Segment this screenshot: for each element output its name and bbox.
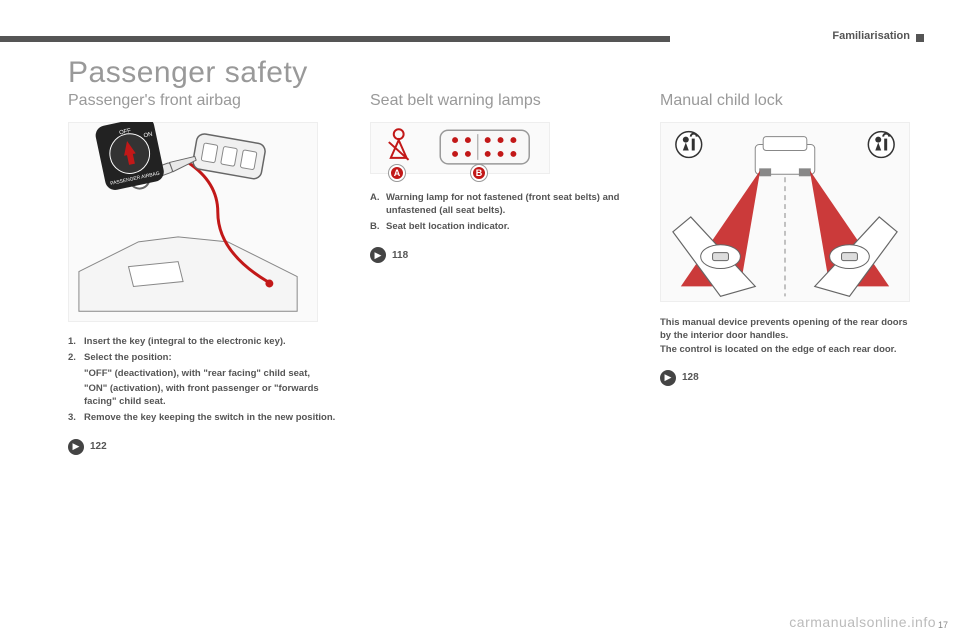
childlock-ref: ▶ 128 <box>660 370 920 386</box>
airbag-illustration: OFF ON PASSENGER AIRBAG <box>68 122 318 322</box>
list-item: B. Seat belt location indicator. <box>370 221 640 234</box>
airbag-steps: 1. Insert the key (integral to the electr… <box>68 336 338 425</box>
column-childlock: Manual child lock <box>660 92 920 386</box>
ref-icon: ▶ <box>370 247 386 263</box>
ref-number: 128 <box>682 372 699 383</box>
step-text: Select the position: <box>84 352 172 363</box>
watermark: carmanualsonline.info <box>789 614 936 630</box>
step-text: "OFF" (deactivation), with "rear facing"… <box>84 368 310 379</box>
list-item: "OFF" (deactivation), with "rear facing"… <box>68 368 338 381</box>
item-num: B. <box>370 221 380 234</box>
airbag-svg: OFF ON PASSENGER AIRBAG <box>69 122 317 322</box>
ref-number: 122 <box>90 441 107 452</box>
list-item: 1. Insert the key (integral to the electr… <box>68 336 338 349</box>
page-title: Passenger safety <box>68 56 308 90</box>
seatbelt-items: A. Warning lamp for not fastened (front s… <box>370 192 640 233</box>
step-num: 1. <box>68 336 76 349</box>
childlock-body: This manual device prevents opening of t… <box>660 316 920 356</box>
ref-icon: ▶ <box>68 439 84 455</box>
header-bar <box>0 36 670 42</box>
childlock-title: Manual child lock <box>660 92 920 110</box>
column-airbag: Passenger's front airbag <box>68 92 338 455</box>
header-section-label: Familiarisation <box>832 30 910 42</box>
seatbelt-ref: ▶ 118 <box>370 247 640 263</box>
step-text: Remove the key keeping the switch in the… <box>84 412 335 423</box>
badge-b: B <box>471 165 487 181</box>
item-text: Seat belt location indicator. <box>386 221 510 232</box>
list-item: 3. Remove the key keeping the switch in t… <box>68 412 338 425</box>
seatbelt-illustration: A B <box>370 122 550 174</box>
ref-icon: ▶ <box>660 370 676 386</box>
seatbelt-title: Seat belt warning lamps <box>370 92 640 110</box>
item-num: A. <box>370 192 380 205</box>
airbag-ref: ▶ 122 <box>68 439 338 455</box>
childlock-illustration <box>660 122 910 302</box>
header-dot <box>916 34 924 42</box>
column-seatbelt: Seat belt warning lamps A B A. Warning la… <box>370 92 640 263</box>
badge-a: A <box>389 165 405 181</box>
step-text: "ON" (activation), with front passenger … <box>84 383 319 407</box>
step-num: 2. <box>68 352 76 365</box>
step-num: 3. <box>68 412 76 425</box>
page-number: 17 <box>938 620 948 630</box>
item-text: Warning lamp for not fastened (front sea… <box>386 192 619 216</box>
airbag-title: Passenger's front airbag <box>68 92 338 110</box>
list-item: A. Warning lamp for not fastened (front s… <box>370 192 640 218</box>
list-item: "ON" (activation), with front passenger … <box>68 383 338 409</box>
ref-number: 118 <box>392 250 408 261</box>
step-text: Insert the key (integral to the electron… <box>84 336 286 347</box>
list-item: 2. Select the position: <box>68 352 338 365</box>
childlock-svg <box>661 122 909 302</box>
